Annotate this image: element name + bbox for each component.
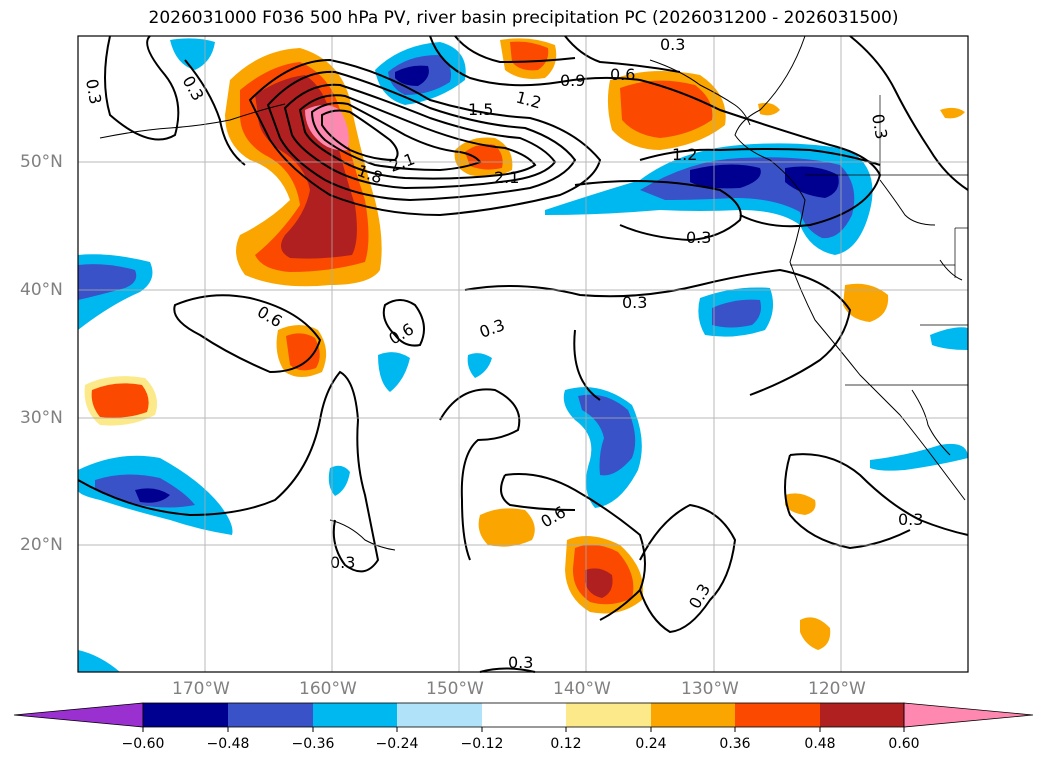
colorbar-extend-high	[903, 702, 1034, 728]
colorbar-tick: −0.24	[375, 736, 419, 752]
lat-label-20n: 20°N	[20, 535, 63, 555]
colorbar-tick: 0.36	[719, 736, 751, 752]
lon-label-150w: 150°W	[426, 679, 484, 699]
precip-shading	[78, 38, 968, 672]
lat-label-30n: 30°N	[20, 408, 63, 428]
colorbar-segment	[820, 703, 904, 727]
colorbar-segment	[397, 703, 482, 727]
colorbar-segment	[313, 703, 397, 727]
lat-label-50n: 50°N	[20, 152, 63, 172]
lon-label-120w: 120°W	[808, 679, 866, 699]
map-frame	[77, 35, 969, 673]
lon-label-130w: 130°W	[681, 679, 739, 699]
colorbar-tick: −0.60	[121, 736, 165, 752]
borders	[790, 95, 968, 386]
lon-label-170w: 170°W	[172, 679, 230, 699]
contour-label: 0.3	[686, 228, 711, 247]
contour-label: 0.3	[622, 293, 647, 312]
contour-label: 2.1	[494, 168, 519, 187]
colorbar-segment	[143, 703, 228, 727]
contour-label: 0.3	[508, 653, 533, 672]
colorbar-tick: −0.36	[291, 736, 335, 752]
lon-label-160w: 160°W	[299, 679, 357, 699]
lon-label-140w: 140°W	[553, 679, 611, 699]
colorbar-segment	[566, 703, 651, 727]
colorbar-tick: 0.24	[635, 736, 667, 752]
colorbar-tick: 0.12	[550, 736, 582, 752]
map-title: 2026031000 F036 500 hPa PV, river basin …	[148, 8, 899, 28]
colorbar-tick: 0.48	[804, 736, 836, 752]
colorbar-segment	[735, 703, 820, 727]
contour-label: 0.3	[868, 112, 891, 140]
colorbar-segment	[482, 703, 566, 727]
contour-label: 0.3	[82, 77, 105, 105]
contour-label: 0.3	[330, 553, 355, 572]
contour-label: 0.6	[610, 65, 635, 84]
contour-label: 1.5	[468, 100, 493, 119]
colorbar-tick: −0.48	[206, 736, 250, 752]
contour-label: 0.3	[660, 35, 685, 54]
map-background	[78, 36, 968, 672]
colorbar-extend-low	[13, 702, 144, 728]
colorbar-segment	[651, 703, 735, 727]
contour-label: 1.2	[672, 145, 697, 164]
contour-label: 0.9	[560, 71, 585, 90]
gridlines	[78, 36, 968, 672]
colorbar-segment	[228, 703, 313, 727]
lat-label-40n: 40°N	[20, 280, 63, 300]
colorbar-tick: 0.60	[888, 736, 920, 752]
contour-label: 0.3	[898, 510, 923, 529]
colorbar-tick: −0.12	[460, 736, 504, 752]
colorbar	[13, 702, 1034, 732]
